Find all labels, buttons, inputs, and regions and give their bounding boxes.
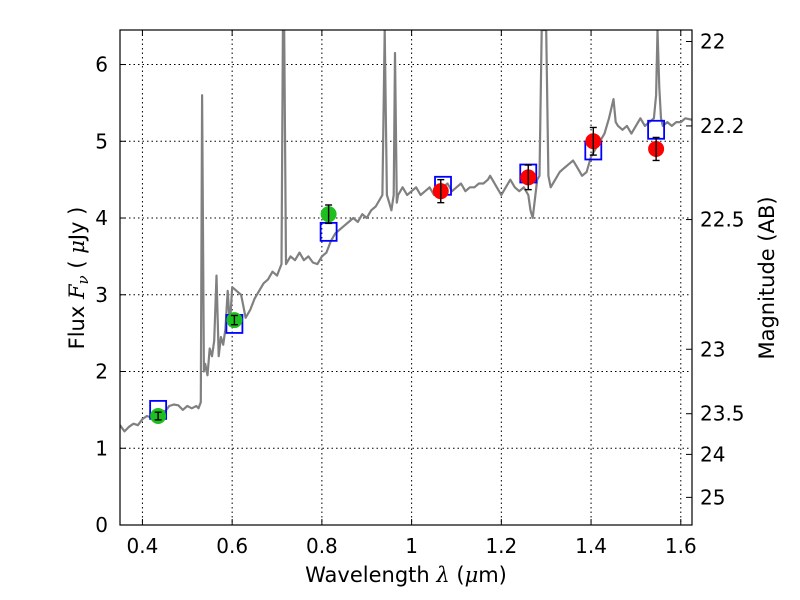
spectrum-line <box>120 30 692 433</box>
y2-tick-label: 24 <box>700 442 725 466</box>
x-tick-label: 0.6 <box>216 534 248 558</box>
y2-tick-label: 22.5 <box>700 208 745 232</box>
y2-tick-label: 22.2 <box>700 114 745 138</box>
y-tick-label: 5 <box>95 129 108 153</box>
y-tick-label: 2 <box>95 360 108 384</box>
plot-background <box>120 30 692 525</box>
y2-tick-label: 23 <box>700 337 725 361</box>
x-tick-label: 0.8 <box>306 534 338 558</box>
y2-axis-label: Magnitude (AB) <box>755 196 779 359</box>
error-bar <box>154 411 162 421</box>
error-bar <box>589 126 597 156</box>
x-axis-label: Wavelength λ (μm) <box>305 563 507 587</box>
error-bar <box>524 164 532 191</box>
x-tick-label: 0.4 <box>127 534 159 558</box>
x-tick-label: 1.2 <box>485 534 517 558</box>
y-tick-label: 0 <box>95 513 108 537</box>
error-bar <box>437 178 445 204</box>
y-tick-label: 1 <box>95 436 108 460</box>
y-tick-label: 3 <box>95 283 108 307</box>
error-bar <box>652 136 660 162</box>
y-tick-label: 4 <box>95 206 108 230</box>
y2-tick-label: 22 <box>700 30 725 54</box>
y2-tick-label: 23.5 <box>700 402 745 426</box>
plot-area <box>120 30 692 433</box>
plot-frame <box>119 29 693 526</box>
axis-ticks: 0.4 0.6 0.8 1 1.2 1.4 1.601234562222.222.52323… <box>95 30 744 558</box>
error-bar <box>230 314 238 326</box>
x-tick-label: 1.6 <box>665 534 697 558</box>
y2-tick-label: 25 <box>700 485 725 509</box>
error-bar <box>325 204 333 225</box>
y-tick-label: 6 <box>95 53 108 77</box>
x-tick-label: 1 <box>405 534 418 558</box>
y-axis-label: Flux Fν ( μJy ) <box>65 207 92 350</box>
x-tick-label: 1.4 <box>575 534 607 558</box>
